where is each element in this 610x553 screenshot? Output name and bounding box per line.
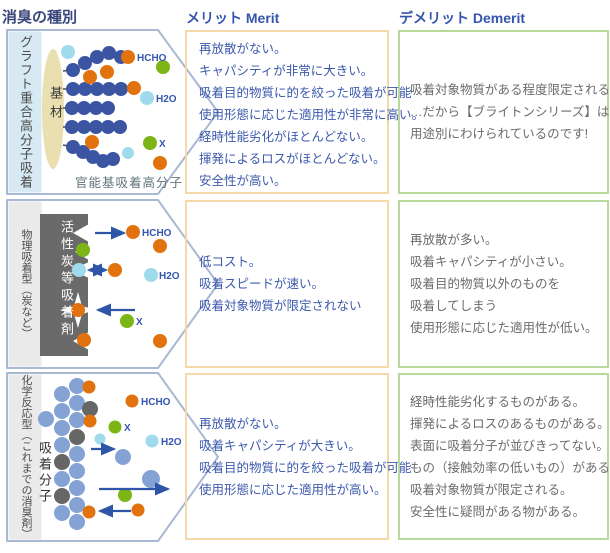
demerit-box-graft: 吸着対象物質がある程度限定される …だから【ブライトンシリーズ】は 用途別にわけ…: [398, 30, 610, 194]
demerit-item: 用途別にわけられているのです!: [410, 127, 589, 141]
hcho-molecule-icons: [82, 380, 145, 519]
x-molecule-icon: [76, 243, 90, 257]
demerit-item: もの（接触効率の低いもの）がある。: [410, 460, 610, 475]
h2o-label: H2O: [156, 94, 177, 105]
merit-item: 吸着目的物質に的を絞った吸着が可能: [199, 86, 412, 100]
activated-carbon-block: [40, 214, 88, 356]
type-sidebar-bg: [8, 374, 42, 540]
graft-polymer-diagram: HCHO H2O X: [6, 29, 219, 195]
merit-item: 低コスト。: [199, 255, 262, 269]
merit-item: 使用形態に応じた適用性が高い。: [199, 482, 387, 497]
base-material-shape: [42, 49, 64, 169]
demerit-item: 吸着キャパシティが小さい。: [410, 255, 572, 269]
x-molecule-icons: [143, 60, 170, 150]
functional-polymer-caption: 官能基吸着高分子: [75, 176, 184, 190]
adsorption-molecule-cluster: [38, 378, 160, 530]
merit-item: キャパシティが非常に大きい。: [199, 64, 374, 78]
type-sidebar-bg: [8, 31, 42, 193]
merit-item: 使用形態に応じた適用性が非常に高い。: [199, 108, 425, 122]
arrow-panel-outline: [6, 372, 219, 542]
merit-box-graft: 再放散がない。 キャパシティが非常に大きい。 吸着目的物質に的を絞った吸着が可能…: [185, 30, 425, 194]
type-label-graft-polymer: グラフト重合高分子吸着: [18, 35, 33, 189]
h2o-molecule-icon: [144, 268, 158, 282]
h2o-molecule-icons: [94, 433, 159, 448]
demerit-item: 使用形態に応じた適用性が低い。: [410, 321, 598, 335]
h2o-molecule-icons: [61, 45, 154, 159]
merit-item: 吸着対象物質が限定されない: [199, 299, 362, 313]
type-panel-graft-polymer: HCHO H2O X グラフト重合高分子吸着 基材 官能基吸着高分子: [5, 28, 221, 196]
x-molecule-icons: [108, 420, 132, 502]
adsorption-molecule-diagram: HCHO X H2O: [6, 372, 219, 542]
merit-item: 経時性能劣化がほとんどない。: [199, 130, 374, 144]
merit-item: 再放散がない。: [199, 42, 287, 56]
hcho-molecule-icon: [77, 333, 91, 347]
merit-item: 再放散がない。: [199, 416, 287, 431]
merit-box-physical: 低コスト。 吸着スピードが速い。 吸着対象物質が限定されない: [185, 200, 389, 368]
demerit-item: 吸着対象物質がある程度限定される: [410, 83, 610, 97]
hcho-label: HCHO: [141, 397, 171, 408]
type-panel-physical-adsorption: HCHO H2O X 物理吸着型（炭など） 活性炭等吸着剤: [5, 198, 221, 370]
demerit-item: 安全性に疑問がある物がある。: [410, 504, 586, 519]
demerit-item: 吸着目的物質以外のものを: [410, 277, 561, 291]
polymer-chain-icons: [65, 46, 128, 168]
hcho-label: HCHO: [137, 53, 167, 64]
column-header-demerit: デメリット Demerit: [399, 10, 526, 26]
type-label-chemical: 化学反応型（これまでの消臭剤）: [20, 374, 32, 540]
x-molecule-icon: [120, 314, 134, 328]
x-label: X: [136, 317, 143, 328]
column-header-merit: メリット Merit: [186, 10, 280, 26]
x-label: X: [159, 139, 166, 150]
merit-item: 吸着目的物質に的を絞った吸着が可能: [199, 460, 412, 475]
reaction-arrows: [91, 442, 171, 518]
demerit-item: …だから【ブライトンシリーズ】は: [410, 105, 610, 119]
merit-item: 吸着スピードが速い。: [199, 277, 325, 291]
demerit-item: 再放散が多い。: [410, 233, 498, 247]
hcho-molecule-icon: [71, 303, 85, 317]
x-label: X: [124, 423, 131, 434]
demerit-box-physical: 再放散が多い。 吸着キャパシティが小さい。 吸着目的物質以外のものを 吸着してし…: [398, 200, 609, 368]
hcho-molecule-icons: [83, 50, 167, 170]
arrow-panel-outline: [6, 199, 219, 369]
adsorbent-label: 活性炭等吸着剤: [59, 220, 74, 339]
adsorption-arrows: [86, 226, 135, 317]
activated-carbon-diagram: HCHO H2O X: [6, 199, 219, 369]
h2o-molecule-icon: [72, 263, 86, 277]
merit-item: 安全性が高い。: [199, 174, 287, 188]
column-header-type: 消臭の種別: [2, 9, 78, 26]
arrow-panel-outline: [6, 29, 219, 195]
h2o-label: H2O: [159, 271, 180, 282]
base-material-label: 基材: [48, 86, 63, 124]
demerit-item: 表面に吸着分子が並びきってない。: [410, 438, 609, 453]
demerit-item: 吸着対象物質が限定される。: [410, 482, 573, 497]
demerit-item: 揮発によるロスのあるものがある。: [410, 416, 610, 431]
h2o-label: H2O: [161, 437, 182, 448]
adsorption-molecule-label: 吸着分子: [37, 441, 52, 505]
merit-box-chemical: 再放散がない。 吸着キャパシティが大きい。 吸着目的物質に的を絞った吸着が可能 …: [185, 373, 412, 540]
type-panel-chemical-reaction: HCHO X H2O 化学反応型（これまでの消臭剤） 吸着分子: [5, 371, 221, 543]
merit-item: 揮発によるロスがほとんどない。: [199, 152, 386, 166]
demerit-box-chemical: 経時性能劣化するものがある。 揮発によるロスのあるものがある。 表面に吸着分子が…: [398, 373, 610, 540]
merit-item: 吸着キャパシティが大きい。: [199, 438, 361, 453]
hcho-label: HCHO: [142, 228, 172, 239]
type-label-physical: 物理吸着型（炭など）: [20, 229, 32, 339]
demerit-item: 吸着してしまう: [410, 299, 498, 313]
reacted-molecule-icons: [54, 401, 98, 504]
hcho-molecule-icons: [108, 225, 167, 348]
type-sidebar-bg: [8, 201, 42, 367]
demerit-item: 経時性能劣化するものがある。: [410, 394, 586, 409]
